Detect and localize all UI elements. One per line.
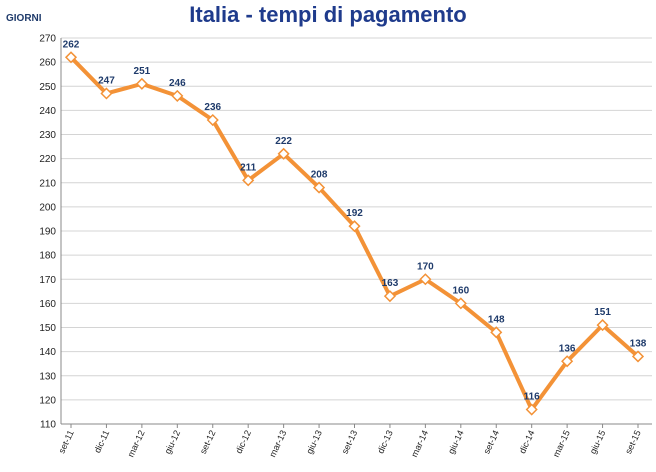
data-point-marker	[64, 51, 78, 64]
data-point-marker	[171, 89, 184, 102]
x-tick-label: dic-11	[92, 429, 111, 455]
data-label: 163	[382, 278, 399, 289]
data-point-marker	[277, 147, 290, 160]
data-point-marker	[313, 181, 326, 194]
y-tick-label: 150	[39, 323, 56, 334]
y-tick-label: 230	[39, 130, 56, 141]
data-point-marker	[525, 403, 538, 416]
x-tick-label: mar-15	[551, 429, 572, 459]
y-tick-label: 220	[39, 154, 56, 165]
x-tick-label: mar-13	[267, 429, 288, 459]
x-tick-label: set-12	[198, 429, 218, 456]
data-point-marker	[135, 77, 148, 90]
y-tick-label: 250	[39, 82, 56, 93]
y-tick-label: 200	[39, 202, 56, 213]
data-label: 160	[452, 285, 469, 296]
data-point-marker	[454, 297, 467, 310]
data-point-marker	[242, 174, 255, 187]
data-label: 247	[98, 75, 115, 86]
x-tick-label: giu-15	[588, 429, 608, 456]
y-tick-label: 110	[40, 420, 56, 431]
data-label: 246	[169, 78, 186, 89]
x-tick-label: set-11	[56, 429, 75, 455]
data-point-marker	[206, 113, 219, 127]
data-label: 262	[63, 39, 80, 50]
data-label: 222	[275, 136, 292, 147]
x-tick-label: giu-12	[162, 429, 182, 456]
x-tick-label: giu-13	[304, 429, 324, 456]
data-label: 251	[134, 66, 151, 77]
y-tick-label: 210	[39, 178, 56, 189]
data-point-marker	[383, 290, 396, 303]
data-label: 116	[524, 392, 541, 403]
data-label-layer: 262 247 251 246 236 211 222 208 192 163 170 160 148 1…	[63, 39, 647, 402]
data-label: 148	[488, 314, 505, 325]
y-tick-label: 130	[39, 371, 56, 382]
data-label: 138	[630, 338, 647, 349]
data-point-marker	[419, 273, 432, 286]
data-label: 136	[559, 343, 576, 354]
data-point-marker	[596, 319, 609, 332]
marker-layer	[64, 51, 645, 416]
y-tick-label: 190	[39, 227, 56, 238]
data-label: 170	[417, 261, 434, 272]
data-point-marker	[631, 350, 645, 363]
data-point-marker	[348, 220, 361, 233]
x-tick-label: mar-14	[409, 429, 430, 459]
data-label: 208	[311, 170, 328, 181]
y-tick-label: 160	[39, 299, 56, 310]
y-axis-label: GIORNI	[6, 13, 42, 24]
grid-layer	[61, 37, 652, 425]
x-tick-label: set-13	[340, 429, 360, 456]
x-tick-label: set-15	[623, 429, 643, 456]
y-tick-label: 240	[39, 106, 56, 117]
data-point-marker	[100, 87, 113, 100]
x-tick-label: mar-12	[126, 429, 147, 459]
data-point-marker	[561, 355, 574, 368]
data-label: 192	[346, 208, 363, 219]
y-tick-label: 260	[39, 58, 56, 69]
y-tick-label: 270	[39, 34, 56, 45]
data-label: 151	[594, 307, 611, 318]
y-tick-label: 180	[39, 251, 56, 262]
x-tick-label: dic-14	[517, 429, 536, 455]
x-tick-label: dic-12	[234, 429, 253, 455]
x-tick-label: set-14	[481, 429, 501, 456]
data-point-marker	[490, 326, 503, 339]
data-label: 211	[240, 162, 257, 173]
data-label: 236	[204, 102, 221, 113]
x-tick-label: giu-14	[446, 429, 466, 456]
y-tick-label: 120	[39, 395, 56, 406]
chart-title: Italia - tempi di pagamento	[189, 2, 467, 27]
x-tick-label: dic-13	[375, 429, 394, 455]
axis-layer: 110 120 130 140 150 160 170 180 190 200 210 220 230 2…	[39, 34, 652, 459]
y-tick-label: 170	[39, 275, 56, 286]
y-tick-label: 140	[39, 347, 56, 358]
